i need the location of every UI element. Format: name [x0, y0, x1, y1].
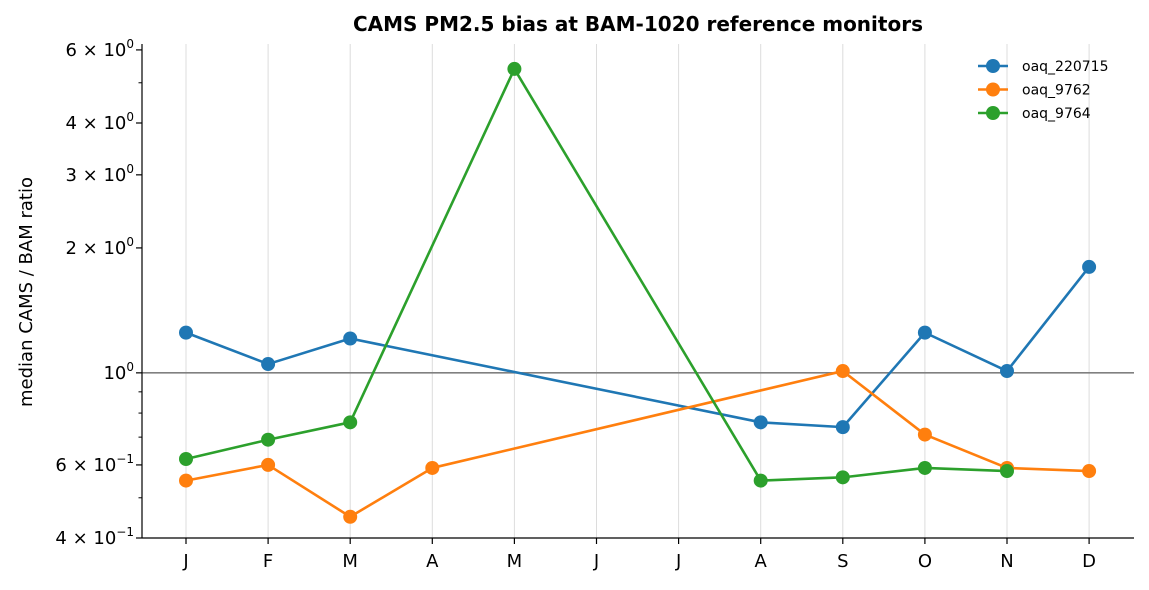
data-point — [917, 427, 932, 442]
data-point — [507, 61, 522, 76]
y-ticks: 4 × 10−1 6 × 10−1 100 2 × 100 3 × 100 4 × 100… — [55, 37, 142, 549]
data-point — [1000, 464, 1014, 479]
y-tick-label: 4 × 100 — [65, 110, 134, 134]
x-tick-label: A — [755, 551, 768, 572]
series-layer — [179, 61, 1097, 524]
y-tick-label: 2 × 100 — [65, 235, 134, 259]
data-point — [343, 509, 358, 524]
series-line — [185, 266, 1091, 429]
x-tick-label: S — [837, 551, 848, 572]
data-point — [1082, 259, 1097, 274]
legend-label: oaq_9764 — [1022, 106, 1091, 122]
legend-marker — [986, 82, 1000, 97]
data-point — [261, 432, 276, 447]
data-point — [753, 473, 768, 488]
y-tick-label: 100 — [103, 360, 134, 384]
series-line — [185, 67, 1008, 482]
data-point — [179, 452, 193, 467]
series-line — [185, 369, 1090, 519]
data-point — [425, 460, 440, 475]
data-point — [835, 420, 850, 435]
x-tick-label: M — [507, 551, 523, 572]
legend-marker — [986, 106, 1000, 120]
data-point — [1000, 364, 1014, 379]
data-point — [343, 331, 358, 346]
data-point — [835, 470, 850, 485]
data-point — [753, 415, 768, 430]
data-point — [261, 357, 276, 372]
legend-label: oaq_220715 — [1022, 59, 1108, 75]
y-tick-label: 6 × 100 — [65, 37, 134, 61]
axes — [141, 44, 1134, 539]
x-tick-label: N — [1000, 551, 1013, 572]
y-tick-label: 4 × 10−1 — [55, 525, 134, 549]
x-tick-label: M — [342, 551, 358, 572]
data-point — [1082, 464, 1097, 479]
y-tick-label: 6 × 10−1 — [55, 452, 134, 476]
x-tick-label: F — [263, 551, 273, 572]
y-tick-label: 3 × 100 — [65, 162, 134, 186]
data-point — [261, 457, 276, 472]
legend: oaq_220715 oaq_9762 oaq_9764 — [978, 59, 1108, 122]
data-point — [917, 325, 932, 340]
x-tick-label: J — [675, 551, 681, 572]
legend-label: oaq_9762 — [1022, 83, 1091, 99]
data-point — [179, 473, 193, 488]
data-point — [917, 460, 932, 475]
data-point — [835, 364, 850, 379]
x-tick-label: A — [426, 551, 439, 572]
data-point — [343, 415, 358, 430]
x-tick-label: J — [593, 551, 599, 572]
x-tick-label: D — [1082, 551, 1096, 572]
y-axis-label: median CAMS / BAM ratio — [16, 177, 37, 407]
chart-title: CAMS PM2.5 bias at BAM-1020 reference mo… — [353, 12, 923, 36]
legend-marker — [986, 59, 1000, 73]
x-grid — [185, 44, 1090, 538]
x-tick-label: O — [918, 551, 932, 572]
data-point — [179, 325, 193, 340]
x-tick-label: J — [182, 551, 188, 572]
